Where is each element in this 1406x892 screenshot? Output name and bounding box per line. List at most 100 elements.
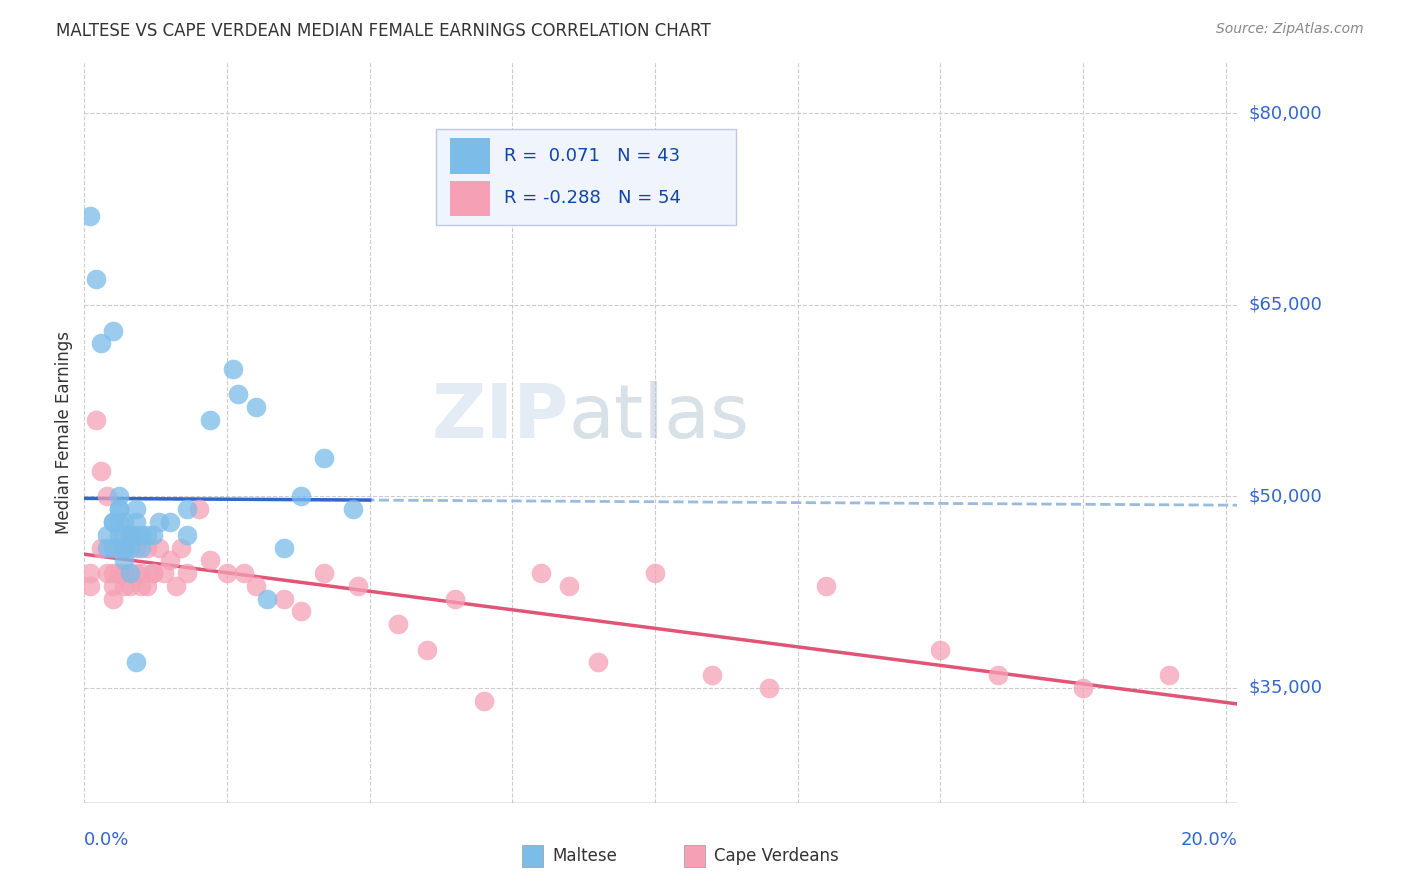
Point (176, 502, 198, 516)
Point (79, 566, 101, 580)
Point (118, 527, 141, 541)
Text: 0.0%: 0.0% (84, 830, 129, 848)
Point (125, 566, 148, 580)
Point (96, 490, 118, 504)
Bar (450, 180, 491, 216)
Text: 20.0%: 20.0% (1181, 830, 1237, 848)
Point (107, 490, 129, 504)
Text: Source: ZipAtlas.com: Source: ZipAtlas.com (1216, 22, 1364, 37)
Point (228, 387, 250, 401)
Point (273, 591, 295, 606)
Point (148, 515, 170, 529)
Point (416, 642, 439, 657)
Point (107, 541, 129, 555)
Point (125, 541, 148, 555)
Point (101, 579, 124, 593)
Point (90, 541, 112, 555)
Point (136, 527, 159, 541)
Point (148, 541, 170, 555)
Point (112, 541, 135, 555)
Point (387, 617, 409, 632)
Point (79, 579, 101, 593)
Point (118, 527, 141, 541)
Point (165, 579, 187, 593)
Text: $65,000: $65,000 (1249, 296, 1322, 314)
Point (125, 502, 148, 516)
Bar (523, 845, 543, 867)
Point (112, 527, 135, 541)
Point (198, 413, 221, 427)
Bar (450, 138, 491, 174)
Point (96, 541, 118, 555)
Point (256, 591, 278, 606)
Point (273, 541, 295, 555)
Point (222, 361, 245, 376)
Point (131, 566, 153, 580)
Point (758, 681, 780, 695)
Point (170, 541, 193, 555)
Point (187, 502, 209, 516)
Point (125, 515, 148, 529)
Point (90, 464, 112, 478)
Point (929, 642, 952, 657)
Text: MALTESE VS CAPE VERDEAN MEDIAN FEMALE EARNINGS CORRELATION CHART: MALTESE VS CAPE VERDEAN MEDIAN FEMALE EA… (56, 22, 711, 40)
Point (84, 272, 107, 286)
Point (101, 591, 124, 606)
Point (112, 579, 135, 593)
Point (176, 527, 198, 541)
Point (153, 566, 176, 580)
Text: R =  0.071   N = 43: R = 0.071 N = 43 (503, 147, 681, 165)
Point (198, 553, 221, 567)
Point (90, 336, 112, 351)
Point (290, 490, 312, 504)
Point (101, 566, 124, 580)
Point (118, 566, 141, 580)
Point (136, 541, 159, 555)
Point (444, 591, 467, 606)
Point (142, 566, 165, 580)
Point (159, 553, 181, 567)
Point (176, 566, 198, 580)
Point (101, 324, 124, 338)
Point (1157, 668, 1180, 682)
Point (136, 579, 159, 593)
Point (245, 579, 267, 593)
Point (347, 579, 370, 593)
Point (530, 566, 553, 580)
Point (472, 694, 495, 708)
Point (112, 515, 135, 529)
Point (107, 566, 129, 580)
Point (101, 515, 124, 529)
Point (112, 566, 135, 580)
Point (342, 502, 364, 516)
Point (96, 566, 118, 580)
Point (125, 527, 148, 541)
Point (107, 515, 129, 529)
Text: atlas: atlas (568, 381, 749, 454)
Point (84, 413, 107, 427)
Point (142, 566, 165, 580)
FancyBboxPatch shape (436, 129, 735, 226)
Text: ZIP: ZIP (432, 381, 568, 454)
Point (112, 541, 135, 555)
Point (644, 566, 666, 580)
Text: $50,000: $50,000 (1249, 487, 1322, 506)
Point (118, 579, 141, 593)
Point (215, 566, 238, 580)
Point (107, 502, 129, 516)
Bar (683, 845, 704, 867)
Point (987, 668, 1010, 682)
Point (112, 553, 135, 567)
Point (815, 579, 838, 593)
Point (586, 656, 609, 670)
Point (702, 668, 724, 682)
Point (131, 541, 153, 555)
Point (96, 527, 118, 541)
Point (245, 400, 267, 414)
Point (159, 515, 181, 529)
Point (131, 527, 153, 541)
Text: $35,000: $35,000 (1249, 679, 1323, 697)
Point (290, 604, 312, 618)
Text: $80,000: $80,000 (1249, 104, 1322, 122)
Point (558, 579, 581, 593)
